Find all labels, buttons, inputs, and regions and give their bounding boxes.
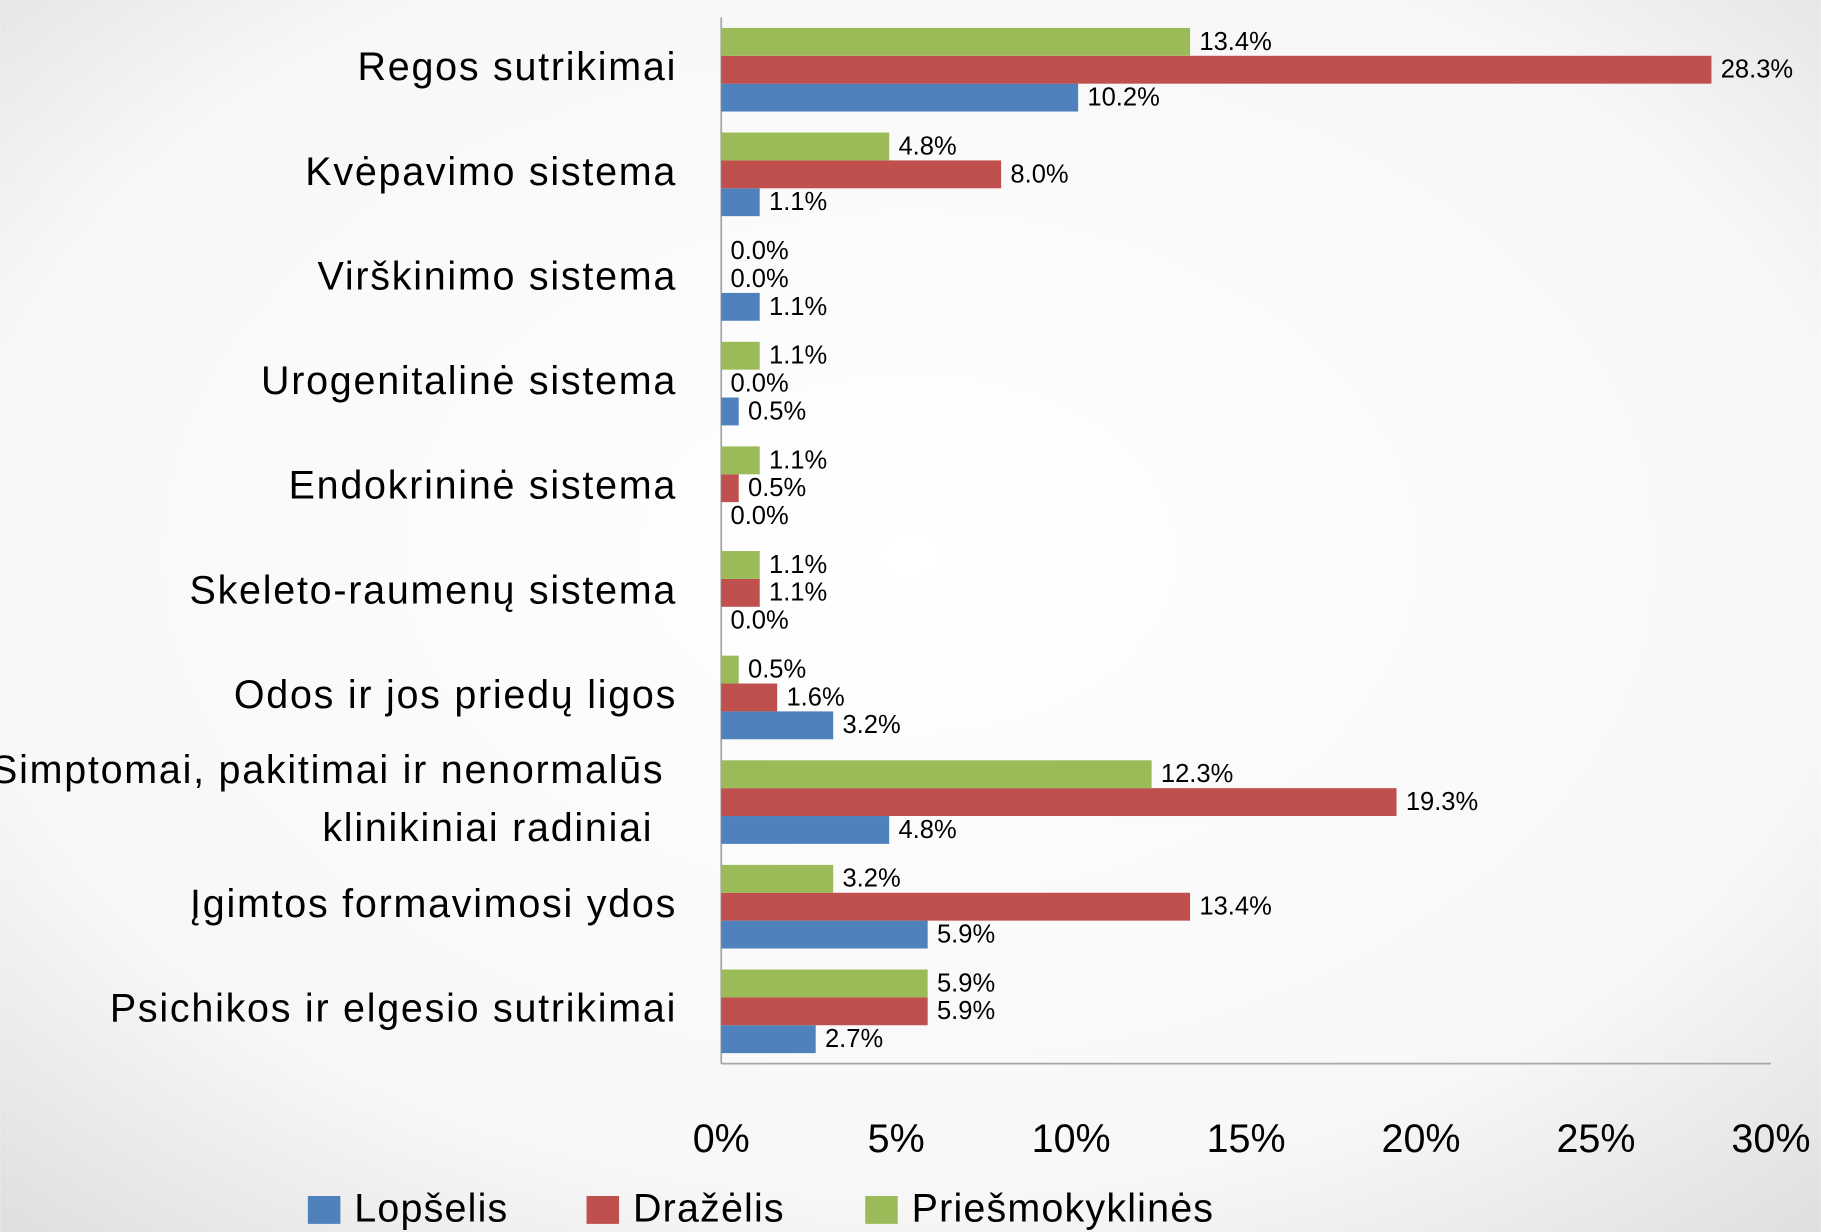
bar [721,55,1712,84]
value-label: 1.1% [769,188,827,216]
x-tick-label: 30% [1731,1117,1810,1161]
x-tick-label: 10% [1032,1117,1111,1161]
value-label: 0.0% [731,502,789,530]
bar [721,760,1152,789]
value-label: 19.3% [1406,788,1478,816]
category-label: Endokrininė sistema [289,464,678,508]
bar [721,27,1191,56]
value-label: 4.8% [898,816,956,844]
value-label: 1.1% [769,293,827,321]
value-label: 0.0% [731,265,789,293]
bar [721,474,739,503]
x-tick-label: 15% [1207,1117,1286,1161]
bar [721,969,928,998]
category-label: Odos ir jos priedų ligos [234,673,677,717]
value-label: 1.6% [787,683,845,711]
value-label: 5.9% [937,997,995,1025]
bar [721,83,1079,112]
bar [721,551,760,579]
x-tick-label: 0% [693,1117,750,1161]
bar [721,655,739,684]
bar [721,683,778,712]
value-label: 13.4% [1199,893,1271,921]
value-label: 5.9% [937,920,995,948]
value-label: 4.8% [898,132,956,160]
x-tick-label: 5% [868,1117,925,1161]
x-tick-label: 20% [1382,1117,1461,1161]
bar [721,397,739,426]
value-label: 1.1% [769,551,827,579]
category-label: Psichikos ir elgesio sutrikimai [110,987,677,1031]
legend-swatch [865,1196,898,1224]
value-label: 1.1% [769,579,827,607]
category-label: Įgimtos formavimosi ydos [190,882,677,926]
category-label: Regos sutrikimai [358,45,678,89]
bar [721,446,760,475]
legend-label: Lopšelis [354,1187,508,1231]
legend-swatch [586,1196,620,1224]
legend-label: Priešmokyklinės [912,1187,1215,1231]
bar [721,892,1191,921]
bar [721,816,890,844]
bar [721,711,834,740]
bar [721,920,928,949]
bar [721,788,1397,817]
value-label: 12.3% [1161,760,1233,788]
value-label: 0.0% [731,607,789,635]
value-label: 8.0% [1010,160,1068,188]
value-label: 5.9% [937,969,995,997]
value-label: 0.5% [748,655,806,683]
value-label: 10.2% [1087,84,1159,112]
value-label: 1.1% [769,342,827,370]
value-label: 28.3% [1721,56,1793,84]
bar [721,188,760,217]
bar [721,578,760,607]
bar [721,864,834,893]
category-label: Skeleto-raumenų sistema [190,568,678,612]
value-label: 1.1% [769,446,827,474]
value-label: 2.7% [825,1025,883,1053]
value-label: 0.5% [748,397,806,425]
bar [721,1025,816,1054]
value-label: 3.2% [842,865,900,893]
value-label: 0.5% [748,474,806,502]
legend-label: Dražėlis [633,1187,785,1231]
bar [721,292,760,321]
category-label: Kvėpavimo sistema [305,150,677,194]
legend-swatch [307,1196,341,1224]
bar [721,160,1002,189]
category-label: Simptomai, pakitimai ir nenormalūs klini… [0,748,677,850]
value-label: 0.0% [731,237,789,265]
value-label: 3.2% [842,711,900,739]
value-label: 13.4% [1199,28,1271,56]
bar [721,997,928,1026]
bar [721,341,760,370]
category-label: Virškinimo sistema [317,254,677,298]
value-label: 0.0% [731,370,789,398]
x-tick-label: 25% [1556,1117,1635,1161]
bar [721,132,890,161]
category-label: Urogenitalinė sistema [261,359,677,403]
